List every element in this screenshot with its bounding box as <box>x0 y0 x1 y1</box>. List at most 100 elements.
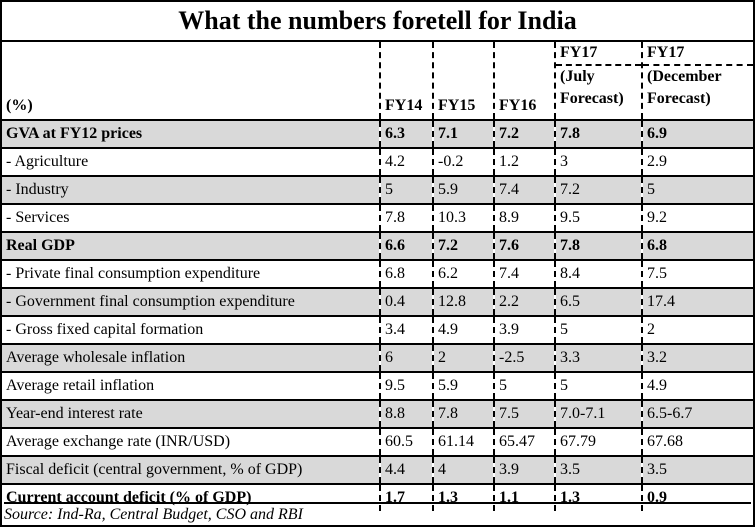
row-value: 1.3 <box>432 483 494 511</box>
row-value: 4.9 <box>432 315 494 344</box>
row-value: 6.3 <box>379 119 433 148</box>
row-value: 7.8 <box>554 119 642 148</box>
table-body: GVA at FY12 prices 6.3 7.1 7.2 7.8 6.9- Agric… <box>2 119 753 511</box>
row-value: 3.5 <box>641 455 753 484</box>
row-value: 7.6 <box>493 231 555 260</box>
header-fy17-december-line-2: (December <box>644 64 753 88</box>
row-value: 65.47 <box>493 427 555 456</box>
table-row: - Industry 5 5.9 7.4 7.2 5 <box>2 175 753 204</box>
row-value: 4.2 <box>379 147 433 176</box>
table-row: - Gross fixed capital formation 3.4 4.9 3.9… <box>2 315 753 344</box>
row-value: 12.8 <box>432 287 494 316</box>
header-fy17-december-line-1: FY17 <box>647 44 685 61</box>
row-value: 6.5-6.7 <box>641 399 753 428</box>
header-fy17-july-line-3: Forecast) <box>560 90 624 107</box>
row-value: 1.7 <box>379 483 433 511</box>
row-value: 7.2 <box>493 119 555 148</box>
row-label: GVA at FY12 prices <box>2 119 380 148</box>
row-value: 4.4 <box>379 455 433 484</box>
row-value: 6.6 <box>379 231 433 260</box>
row-value: 60.5 <box>379 427 433 456</box>
table-row: Fiscal deficit (central government, % of… <box>2 455 753 484</box>
row-label: - Private final consumption expenditure <box>2 259 380 288</box>
row-value: -0.2 <box>432 147 494 176</box>
row-value: 9.5 <box>554 203 642 232</box>
row-value: 3 <box>554 147 642 176</box>
table-row: Average exchange rate (INR/USD) 60.5 61.14… <box>2 427 753 456</box>
header-label: (%) <box>2 40 380 120</box>
header-fy17-july-line-1: FY17 <box>560 44 598 61</box>
row-value: 0.9 <box>641 483 753 511</box>
row-value: 6.8 <box>641 231 753 260</box>
row-value: 6.5 <box>554 287 642 316</box>
header-fy14: FY14 <box>379 40 433 120</box>
row-value: 3.4 <box>379 315 433 344</box>
row-value: 7.5 <box>641 259 753 288</box>
row-value: 5.9 <box>432 371 494 400</box>
row-value: 2.2 <box>493 287 555 316</box>
row-value: 5 <box>493 371 555 400</box>
row-value: 2 <box>641 315 753 344</box>
table-row: - Services 7.8 10.3 8.9 9.5 9.2 <box>2 203 753 232</box>
row-value: 9.5 <box>379 371 433 400</box>
row-value: 6 <box>379 343 433 372</box>
row-label: Current account deficit (% of GDP) <box>2 483 380 511</box>
row-value: 7.2 <box>554 175 642 204</box>
header-fy17-july: FY17 (July Forecast) <box>554 40 642 120</box>
source-note: Source: Ind-Ra, Central Budget, CSO and … <box>4 502 751 526</box>
table-row: GVA at FY12 prices 6.3 7.1 7.2 7.8 6.9 <box>2 119 753 148</box>
row-value: 5.9 <box>432 175 494 204</box>
table-row: - Government final consumption expenditu… <box>2 287 753 316</box>
row-value: 7.5 <box>493 399 555 428</box>
header-fy17-july-line-2: (July <box>557 64 641 88</box>
row-value: 3.2 <box>641 343 753 372</box>
forecast-table: (%) FY14 FY15 FY16 FY17 (July Forecast) … <box>2 40 753 511</box>
row-value: 61.14 <box>432 427 494 456</box>
row-value: 0.4 <box>379 287 433 316</box>
row-value: 6.2 <box>432 259 494 288</box>
header-fy16: FY16 <box>493 40 555 120</box>
header-fy17-december-line-3: Forecast) <box>647 90 711 107</box>
row-label: - Industry <box>2 175 380 204</box>
row-value: 8.8 <box>379 399 433 428</box>
row-value: 1.2 <box>493 147 555 176</box>
row-value: 6.8 <box>379 259 433 288</box>
row-value: 8.4 <box>554 259 642 288</box>
table-row: Current account deficit (% of GDP) 1.7 1.3… <box>2 483 753 511</box>
row-value: 7.4 <box>493 175 555 204</box>
table-row: - Agriculture 4.2 -0.2 1.2 3 2.9 <box>2 147 753 176</box>
row-value: 1.3 <box>554 483 642 511</box>
row-value: 7.1 <box>432 119 494 148</box>
row-label: Real GDP <box>2 231 380 260</box>
row-value: 5 <box>641 175 753 204</box>
row-label: Fiscal deficit (central government, % of… <box>2 455 380 484</box>
row-label: - Services <box>2 203 380 232</box>
table-row: - Private final consumption expenditure 6… <box>2 259 753 288</box>
row-value: -2.5 <box>493 343 555 372</box>
header-fy17-december: FY17 (December Forecast) <box>641 40 753 120</box>
row-value: 67.68 <box>641 427 753 456</box>
row-value: 7.8 <box>379 203 433 232</box>
row-value: 7.0-7.1 <box>554 399 642 428</box>
row-value: 7.2 <box>432 231 494 260</box>
table-row: Real GDP 6.6 7.2 7.6 7.8 6.8 <box>2 231 753 260</box>
row-label: - Agriculture <box>2 147 380 176</box>
row-value: 8.9 <box>493 203 555 232</box>
row-value: 7.4 <box>493 259 555 288</box>
row-value: 7.8 <box>554 231 642 260</box>
row-value: 5 <box>554 371 642 400</box>
header-fy15: FY15 <box>432 40 494 120</box>
table-row: Year-end interest rate 8.8 7.8 7.5 7.0-7.1 6.… <box>2 399 753 428</box>
table-row: Average retail inflation 9.5 5.9 5 5 4.9 <box>2 371 753 400</box>
row-label: Average wholesale inflation <box>2 343 380 372</box>
row-value: 2 <box>432 343 494 372</box>
table-row: Average wholesale inflation 6 2 -2.5 3.3 3.2 <box>2 343 753 372</box>
row-label: Average exchange rate (INR/USD) <box>2 427 380 456</box>
header-row: (%) FY14 FY15 FY16 FY17 (July Forecast) … <box>2 40 753 120</box>
row-value: 6.9 <box>641 119 753 148</box>
row-value: 17.4 <box>641 287 753 316</box>
row-value: 4.9 <box>641 371 753 400</box>
row-label: - Government final consumption expenditu… <box>2 287 380 316</box>
row-value: 5 <box>554 315 642 344</box>
row-value: 9.2 <box>641 203 753 232</box>
